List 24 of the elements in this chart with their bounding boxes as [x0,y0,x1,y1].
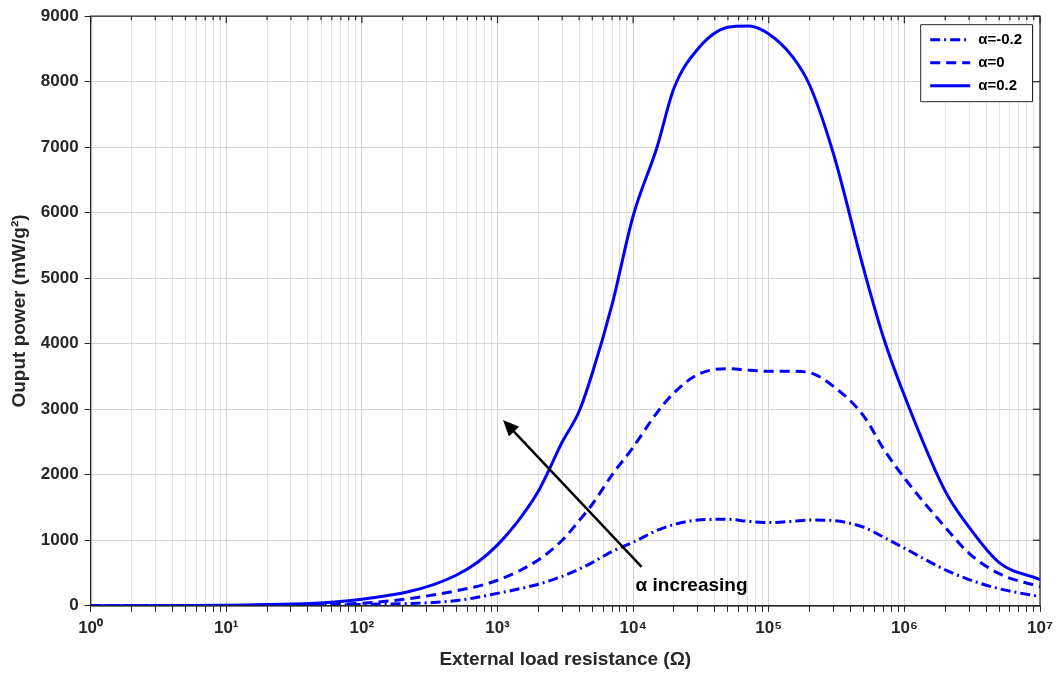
y-tick-label: 4000 [40,333,79,353]
annotation: α increasing [635,574,748,596]
x-axis-title: External load resistance (Ω) [439,647,692,669]
y-tick-label: 7000 [40,136,79,156]
y-tick-label: 0 [69,595,79,615]
legend-label: α=0.2 [978,75,1018,93]
y-tick-label: 8000 [40,71,79,91]
x-tick-label: 10¹ [213,617,239,637]
y-tick-label: 6000 [40,202,79,222]
y-tick-label: 5000 [40,267,79,287]
y-tick-label: 1000 [40,529,79,549]
y-tick-label: 2000 [40,464,79,484]
x-tick-label: 10² [349,617,375,637]
x-tick-label: 10⁴ [619,617,647,637]
x-tick-label: 10⁷ [1027,617,1053,637]
x-tick-label: 10⁰ [78,617,104,637]
y-tick-label: 3000 [40,398,79,418]
x-tick-label: 10⁶ [891,617,918,637]
x-tick-label: 10⁵ [755,617,783,637]
y-axis-title: Ouput power (mW/g²) [7,214,29,408]
legend-label: α=0 [978,52,1005,70]
y-tick-label: 9000 [40,5,79,25]
x-tick-label: 10³ [485,617,511,637]
legend-label: α=-0.2 [978,29,1022,47]
